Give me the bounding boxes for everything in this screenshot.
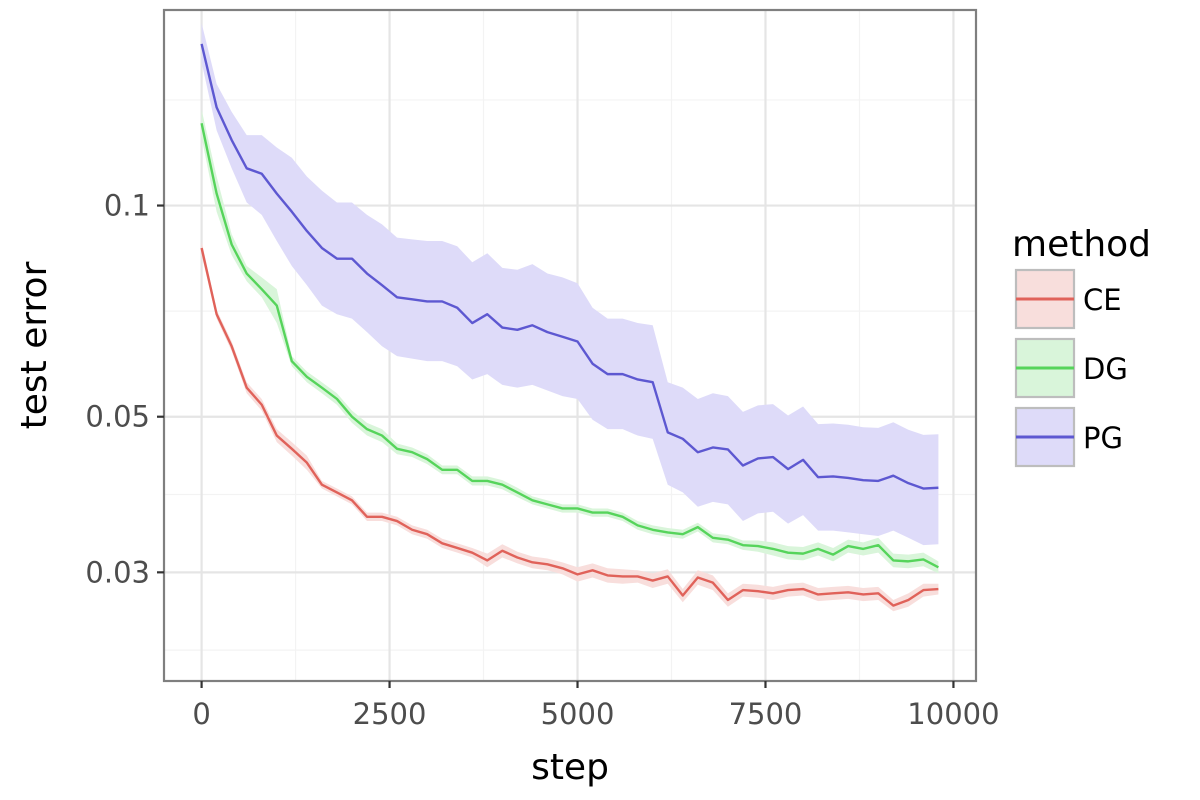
series-line-dg — [200, 123, 939, 569]
band-pg — [201, 23, 939, 546]
x-tick-label: 7500 — [729, 697, 803, 731]
series-line-ce — [200, 247, 939, 607]
x-axis: 0 2500 5000 7500 10000 — [192, 681, 1000, 731]
y-axis-title: test error — [14, 261, 55, 429]
legend-label-ce: CE — [1083, 283, 1122, 317]
series-line-pg — [200, 43, 939, 490]
series-lines — [200, 43, 939, 607]
x-tick-label: 5000 — [541, 697, 615, 731]
x-axis-title: step — [531, 747, 609, 788]
x-tick-label: 10000 — [907, 697, 999, 731]
y-tick-label: 0.03 — [85, 555, 150, 589]
legend-label-pg: PG — [1083, 421, 1123, 455]
plot-panel — [162, 8, 978, 683]
y-tick-label: 0.1 — [104, 189, 150, 223]
x-tick-label: 2500 — [353, 697, 427, 731]
y-axis: 0.03 0.05 0.1 — [85, 189, 164, 589]
legend: method CE DG PG — [1012, 224, 1151, 468]
legend-title: method — [1012, 224, 1151, 265]
x-tick-label: 0 — [192, 697, 210, 731]
y-tick-label: 0.05 — [85, 400, 150, 434]
legend-label-dg: DG — [1083, 352, 1128, 386]
panel-border — [162, 8, 978, 683]
